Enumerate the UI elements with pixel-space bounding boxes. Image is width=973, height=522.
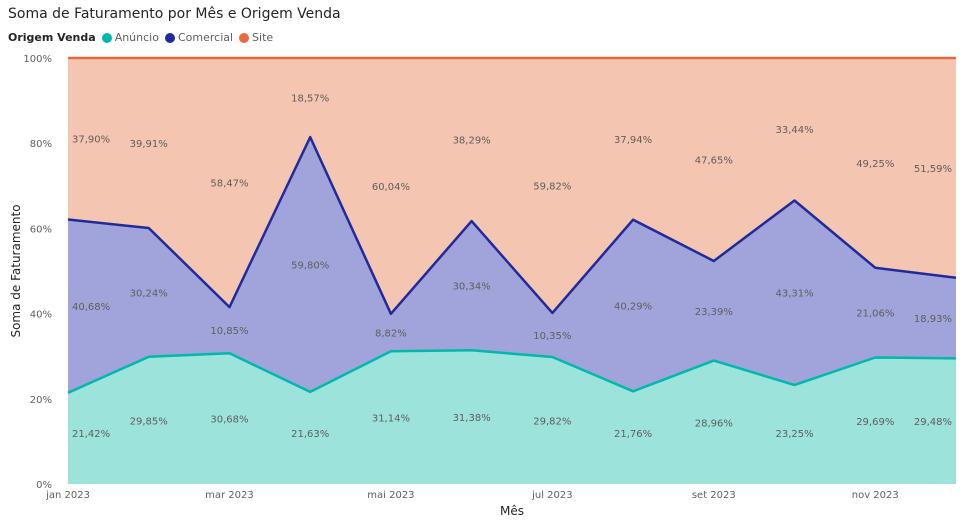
- data-label: 47,65%: [695, 155, 733, 166]
- data-label: 21,76%: [614, 429, 652, 440]
- data-label: 38,29%: [453, 136, 491, 147]
- y-tick-label: 100%: [23, 54, 52, 65]
- data-label: 18,93%: [914, 314, 952, 325]
- x-tick-label: nov 2023: [852, 490, 899, 501]
- x-tick-label: jul 2023: [531, 490, 573, 501]
- area-comercial: [68, 137, 956, 393]
- data-label: 8,82%: [375, 329, 407, 340]
- x-axis-title: Mês: [500, 504, 524, 518]
- legend-item-site[interactable]: Site: [239, 31, 273, 44]
- line-anúncio: [67, 349, 957, 394]
- data-label: 59,80%: [291, 260, 329, 271]
- y-tick-label: 0%: [36, 480, 52, 491]
- data-label: 29,82%: [533, 416, 571, 427]
- data-label: 30,68%: [210, 415, 248, 426]
- data-label: 49,25%: [856, 159, 894, 170]
- y-tick-label: 60%: [30, 224, 52, 235]
- data-label: 37,90%: [72, 135, 110, 146]
- data-label: 30,34%: [453, 282, 491, 293]
- x-tick-label: mar 2023: [205, 490, 254, 501]
- y-tick-label: 20%: [30, 395, 52, 406]
- legend-label-site: Site: [252, 31, 274, 44]
- data-label: 10,85%: [210, 326, 248, 337]
- legend-title: Origem Venda: [8, 31, 96, 44]
- data-label: 40,68%: [72, 302, 110, 313]
- data-label: 37,94%: [614, 135, 652, 146]
- legend-item-anuncio[interactable]: Anúncio: [101, 31, 159, 44]
- data-label: 23,39%: [695, 307, 733, 318]
- area-anúncio: [68, 350, 956, 484]
- line-comercial: [67, 135, 957, 316]
- data-label: 18,57%: [291, 94, 329, 105]
- y-axis-title: Soma de Faturamento: [9, 204, 23, 337]
- data-label: 21,42%: [72, 429, 110, 440]
- data-label: 21,06%: [856, 309, 894, 320]
- legend-label-anuncio: Anúncio: [114, 31, 159, 44]
- data-label: 58,47%: [210, 179, 248, 190]
- x-tick-label: jan 2023: [45, 490, 90, 501]
- area-site: [68, 58, 956, 314]
- x-tick-label: mai 2023: [367, 490, 414, 501]
- legend-marker-comercial: [164, 32, 175, 43]
- data-label: 40,29%: [614, 301, 652, 312]
- legend-marker-site: [239, 32, 250, 43]
- data-label: 59,82%: [533, 181, 571, 192]
- legend-marker-anuncio: [101, 32, 112, 43]
- data-label: 60,04%: [372, 182, 410, 193]
- x-tick-label: set 2023: [692, 490, 736, 501]
- legend-item-comercial[interactable]: Comercial: [164, 31, 234, 44]
- legend-label-comercial: Comercial: [177, 31, 234, 44]
- data-label: 23,25%: [775, 429, 813, 440]
- y-tick-label: 80%: [30, 139, 52, 150]
- data-label: 31,38%: [453, 413, 491, 424]
- data-label: 29,48%: [914, 417, 952, 428]
- data-label: 31,14%: [372, 414, 410, 425]
- data-label: 30,24%: [130, 288, 168, 299]
- data-label: 10,35%: [533, 331, 571, 342]
- data-label: 39,91%: [130, 139, 168, 150]
- data-label: 28,96%: [695, 418, 733, 429]
- data-label: 51,59%: [914, 164, 952, 175]
- data-label: 21,63%: [291, 429, 329, 440]
- y-tick-label: 40%: [30, 310, 52, 321]
- data-label: 43,31%: [775, 289, 813, 300]
- data-label: 33,44%: [775, 125, 813, 136]
- data-label: 29,85%: [130, 416, 168, 427]
- legend: Origem Venda Anúncio Comercial Site: [8, 31, 279, 44]
- chart-title: Soma de Faturamento por Mês e Origem Ven…: [8, 6, 341, 22]
- data-label: 29,69%: [856, 417, 894, 428]
